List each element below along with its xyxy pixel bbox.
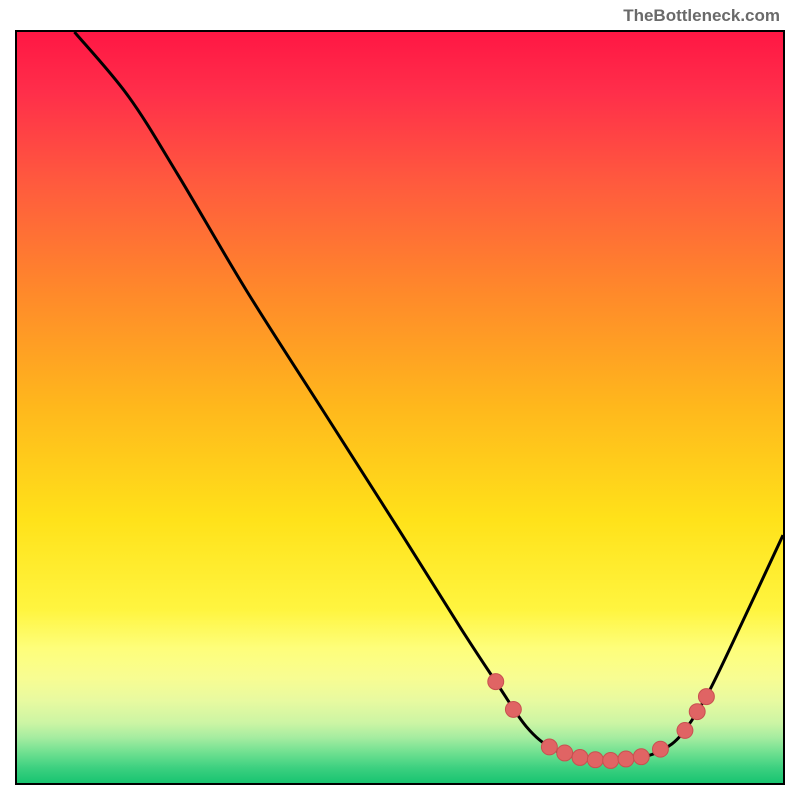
curve-marker (488, 674, 504, 690)
curve-marker (618, 751, 634, 767)
curve-marker (603, 753, 619, 769)
watermark-text: TheBottleneck.com (623, 6, 780, 26)
curve-marker (698, 689, 714, 705)
chart-area (15, 30, 785, 785)
curve-marker (505, 701, 521, 717)
curve-marker (587, 752, 603, 768)
curve-marker (572, 750, 588, 766)
curve-marker (557, 745, 573, 761)
bottleneck-curve (74, 32, 783, 761)
curve-marker (689, 704, 705, 720)
curve-marker (633, 749, 649, 765)
curve-overlay (17, 32, 783, 783)
curve-marker (652, 741, 668, 757)
curve-marker (541, 739, 557, 755)
curve-marker (677, 722, 693, 738)
